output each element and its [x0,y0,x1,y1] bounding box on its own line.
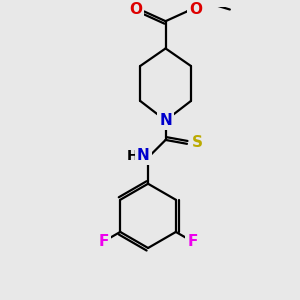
Text: O: O [129,2,142,17]
Text: H: H [127,148,138,163]
Text: N: N [137,148,150,163]
Text: F: F [98,234,109,249]
Text: S: S [192,135,203,150]
Text: F: F [188,234,198,249]
Text: O: O [189,2,202,17]
Text: N: N [159,113,172,128]
